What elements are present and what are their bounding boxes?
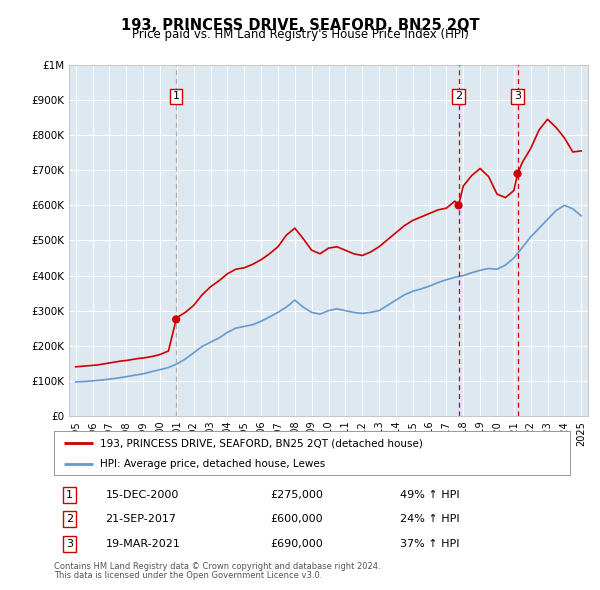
Text: This data is licensed under the Open Government Licence v3.0.: This data is licensed under the Open Gov… <box>54 571 322 580</box>
Text: 3: 3 <box>66 539 73 549</box>
Text: Price paid vs. HM Land Registry's House Price Index (HPI): Price paid vs. HM Land Registry's House … <box>131 28 469 41</box>
Text: 15-DEC-2000: 15-DEC-2000 <box>106 490 179 500</box>
Text: 19-MAR-2021: 19-MAR-2021 <box>106 539 181 549</box>
Text: 49% ↑ HPI: 49% ↑ HPI <box>400 490 460 500</box>
Text: 24% ↑ HPI: 24% ↑ HPI <box>400 514 460 524</box>
Text: £275,000: £275,000 <box>271 490 323 500</box>
Point <box>454 201 463 210</box>
Text: Contains HM Land Registry data © Crown copyright and database right 2024.: Contains HM Land Registry data © Crown c… <box>54 562 380 571</box>
Text: 193, PRINCESS DRIVE, SEAFORD, BN25 2QT: 193, PRINCESS DRIVE, SEAFORD, BN25 2QT <box>121 18 479 32</box>
Text: 2: 2 <box>66 514 73 524</box>
Text: 21-SEP-2017: 21-SEP-2017 <box>106 514 176 524</box>
Point <box>172 314 181 324</box>
Text: 3: 3 <box>514 91 521 101</box>
Text: 193, PRINCESS DRIVE, SEAFORD, BN25 2QT (detached house): 193, PRINCESS DRIVE, SEAFORD, BN25 2QT (… <box>100 438 424 448</box>
Text: £600,000: £600,000 <box>271 514 323 524</box>
Text: £690,000: £690,000 <box>271 539 323 549</box>
Text: 2: 2 <box>455 91 462 101</box>
Text: 37% ↑ HPI: 37% ↑ HPI <box>400 539 459 549</box>
Text: HPI: Average price, detached house, Lewes: HPI: Average price, detached house, Lewe… <box>100 459 326 469</box>
Point <box>513 169 523 178</box>
Text: 1: 1 <box>173 91 179 101</box>
Text: 1: 1 <box>66 490 73 500</box>
